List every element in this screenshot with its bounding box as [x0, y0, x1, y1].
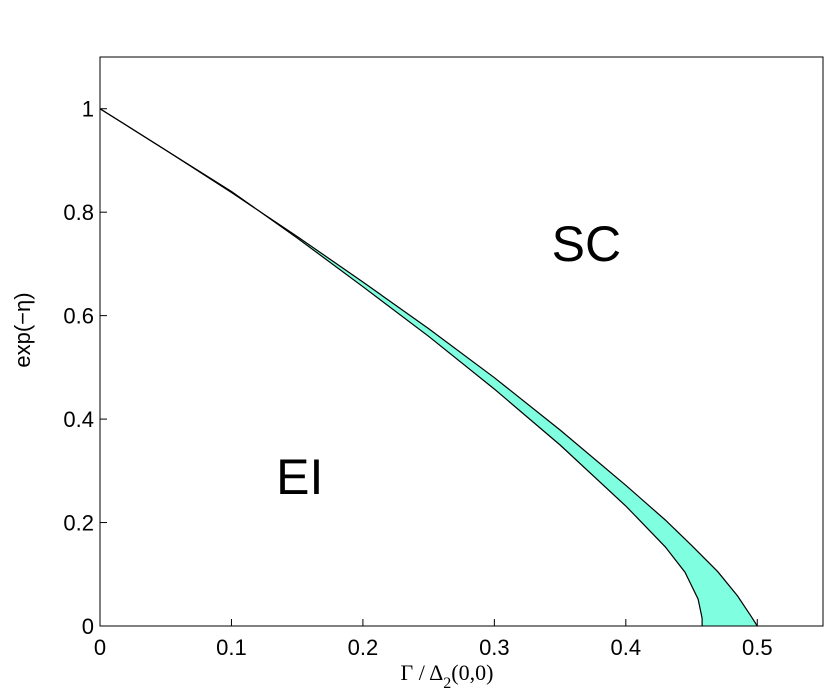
y-tick-label: 0.2 — [63, 511, 94, 536]
y-tick-label: 0.6 — [63, 304, 94, 329]
coexistence-region-fill — [100, 108, 758, 626]
x-tick-label: 0.1 — [216, 635, 247, 660]
x-axis-ticks: 0 0.1 0.2 0.3 0.4 0.5 — [94, 619, 773, 660]
x-axis-label-main: Γ / Δ — [401, 660, 444, 685]
x-tick-label: 0.5 — [742, 635, 773, 660]
y-axis-ticks: 0 0.2 0.4 0.6 0.8 1 — [63, 97, 107, 639]
lower-boundary-line — [99, 108, 703, 626]
region-labels: SC EI — [276, 216, 621, 505]
y-tick-label: 0.4 — [63, 407, 94, 432]
x-axis-label-suffix: (0,0) — [451, 660, 493, 685]
y-axis-label: exp(−η) — [10, 292, 35, 367]
y-tick-label: 0.8 — [63, 200, 94, 225]
x-tick-label: 0.4 — [611, 635, 642, 660]
y-tick-label: 1 — [82, 97, 94, 122]
x-tick-label: 0.2 — [348, 635, 379, 660]
x-axis-label-subscript: 2 — [443, 675, 451, 692]
region-label-sc: SC — [552, 216, 621, 272]
x-tick-label: 0.3 — [479, 635, 510, 660]
plot-frame — [99, 56, 824, 627]
x-axis-label: Γ / Δ2(0,0) — [401, 660, 494, 692]
region-label-ei: EI — [276, 449, 323, 505]
x-tick-label: 0 — [94, 635, 106, 660]
y-tick-label: 0 — [82, 614, 94, 639]
